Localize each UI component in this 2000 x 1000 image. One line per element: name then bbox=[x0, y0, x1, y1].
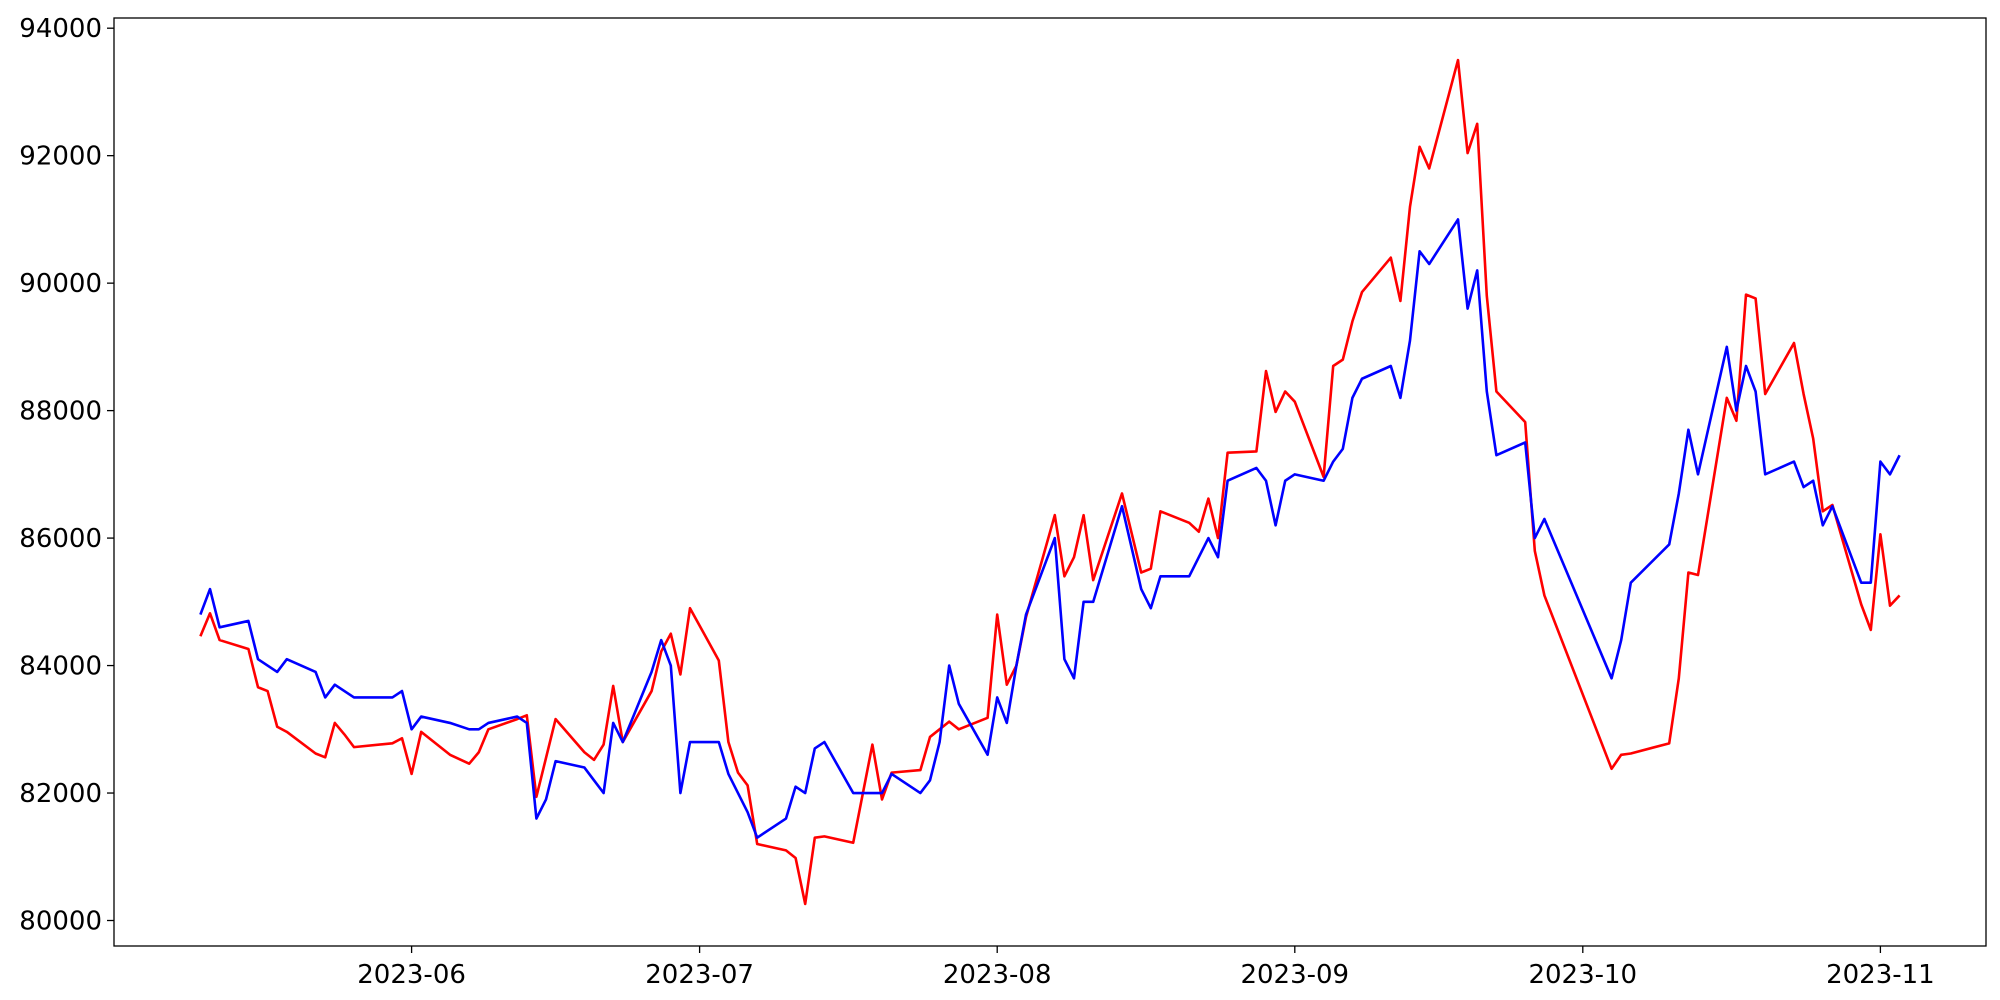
x-tick-label: 2023-11 bbox=[1826, 960, 1935, 990]
y-tick-label: 90000 bbox=[19, 269, 102, 299]
x-tick-label: 2023-06 bbox=[357, 960, 466, 990]
y-tick-label: 86000 bbox=[19, 524, 102, 554]
y-tick-label: 88000 bbox=[19, 397, 102, 427]
line-series bbox=[199, 218, 1901, 839]
line-series bbox=[199, 58, 1901, 906]
y-tick-label: 82000 bbox=[19, 779, 102, 809]
x-tick-label: 2023-10 bbox=[1528, 960, 1637, 990]
y-tick-label: 94000 bbox=[19, 14, 102, 44]
x-tick-label: 2023-09 bbox=[1240, 960, 1349, 990]
y-tick-label: 80000 bbox=[19, 907, 102, 937]
x-tick-label: 2023-07 bbox=[645, 960, 754, 990]
plot-frame bbox=[113, 17, 1987, 947]
y-tick-label: 92000 bbox=[19, 142, 102, 172]
y-tick-label: 84000 bbox=[19, 652, 102, 682]
x-tick-label: 2023-08 bbox=[943, 960, 1052, 990]
